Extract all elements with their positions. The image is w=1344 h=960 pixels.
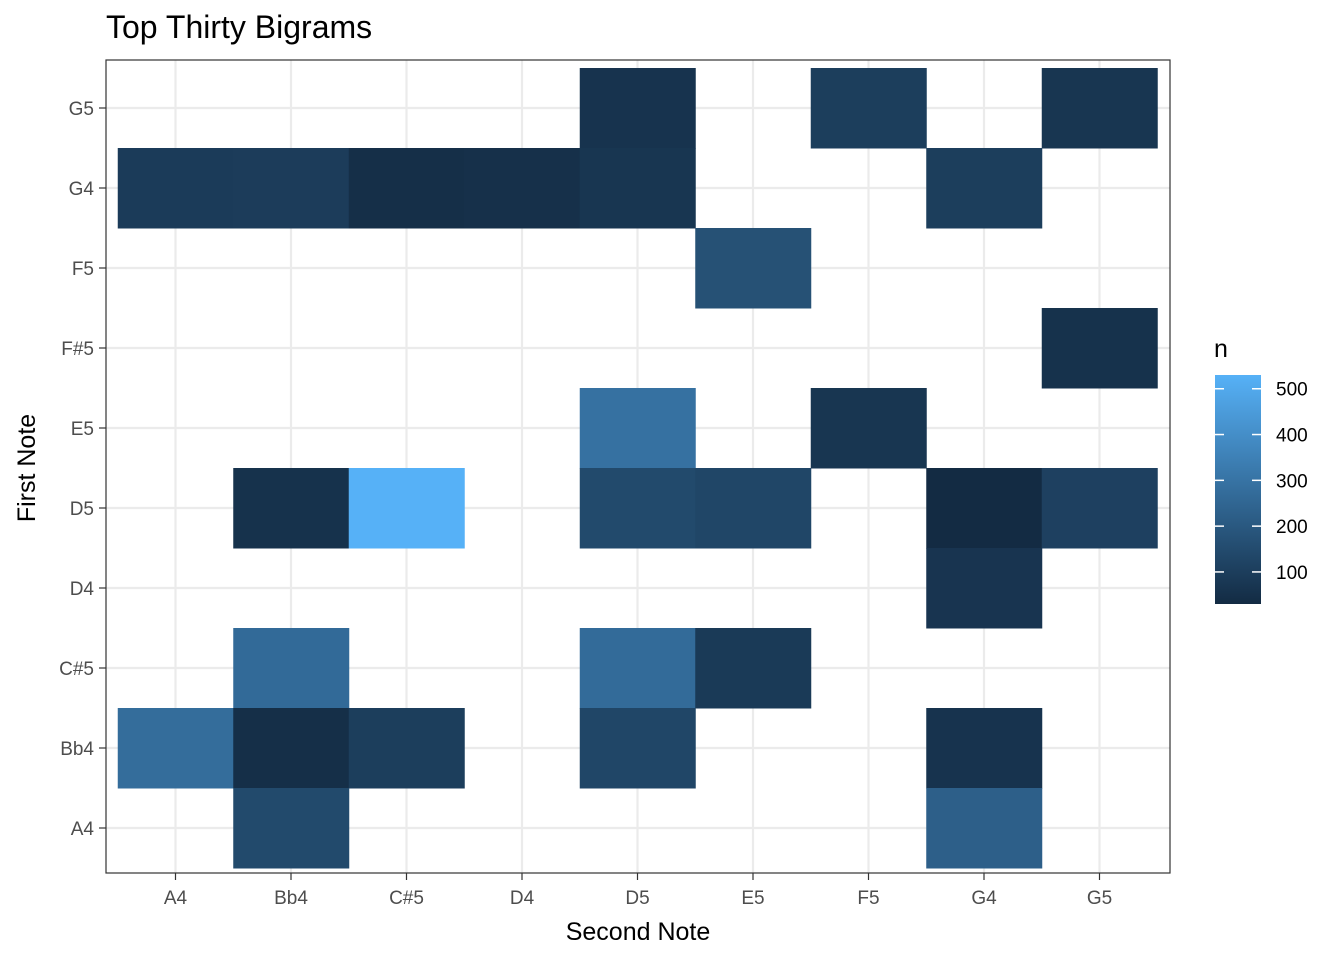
heatmap-cell	[579, 68, 696, 149]
heatmap-cell	[695, 228, 812, 309]
heatmap-cell	[1041, 468, 1158, 549]
y-tick-label: D4	[70, 579, 95, 600]
x-tick-label: G4	[971, 888, 997, 909]
x-tick-label: D4	[510, 888, 535, 909]
legend-ticks: 100 200 300 400 500	[1215, 380, 1308, 584]
heatmap-cell	[926, 468, 1043, 549]
heatmap-cells	[117, 68, 1158, 869]
color-legend: n 100 200 300 400 500	[1214, 335, 1308, 604]
heatmap-cell	[810, 388, 927, 469]
y-tick-label: C#5	[59, 659, 94, 680]
heatmap-cell	[233, 708, 350, 789]
legend-colorbar	[1215, 375, 1261, 604]
heatmap-cell	[233, 148, 350, 229]
heatmap-cell	[233, 628, 350, 709]
heatmap-cell	[579, 468, 696, 549]
heatmap-cell	[579, 708, 696, 789]
x-tick-label: A4	[164, 888, 188, 909]
heatmap-cell	[695, 468, 812, 549]
x-tick-label: C#5	[389, 888, 424, 909]
y-tick-label: G4	[69, 179, 95, 200]
y-tick-label: Bb4	[60, 739, 94, 760]
y-tick-label: A4	[71, 819, 95, 840]
y-tick-label: F5	[72, 259, 94, 280]
x-tick-label: G5	[1087, 888, 1112, 909]
heatmap-cell	[579, 628, 696, 709]
x-tick-label: Bb4	[274, 888, 308, 909]
heatmap-cell	[1041, 68, 1158, 149]
heatmap-cell	[1041, 308, 1158, 389]
heatmap-cell	[810, 68, 927, 149]
y-tick-label: E5	[71, 419, 94, 440]
heatmap-cell	[579, 388, 696, 469]
heatmap-cell	[348, 468, 465, 549]
legend-tick-label: 200	[1276, 517, 1308, 538]
heatmap-cell	[233, 788, 350, 869]
legend-tick-label: 300	[1276, 471, 1308, 492]
legend-title: n	[1214, 335, 1228, 363]
y-tick-label: D5	[70, 499, 94, 520]
x-tick-label: D5	[625, 888, 649, 909]
y-tick-label: F#5	[61, 339, 94, 360]
y-axis-title: First Note	[13, 414, 41, 522]
heatmap-cell	[926, 788, 1043, 869]
legend-tick-label: 100	[1276, 563, 1308, 584]
heatmap-cell	[117, 708, 234, 789]
heatmap-cell	[233, 468, 350, 549]
heatmap-cell	[348, 148, 465, 229]
heatmap-cell	[579, 148, 696, 229]
y-tick-label: G5	[69, 99, 94, 120]
heatmap-cell	[464, 148, 581, 229]
heatmap-cell	[348, 708, 465, 789]
chart-title: Top Thirty Bigrams	[106, 9, 372, 45]
heatmap-cell	[695, 628, 812, 709]
heatmap-cell	[926, 708, 1043, 789]
heatmap-cell	[926, 548, 1043, 629]
y-axis: A4 Bb4 C#5 D4 D5 E5 F#5 F5 G4 G5	[59, 99, 106, 840]
x-axis: A4 Bb4 C#5 D4 D5 E5 F5 G4 G5	[164, 873, 1112, 909]
x-tick-label: E5	[741, 888, 764, 909]
legend-tick-label: 500	[1276, 380, 1308, 401]
x-axis-title: Second Note	[566, 918, 711, 946]
heatmap-cell	[926, 148, 1043, 229]
legend-tick-label: 400	[1276, 426, 1308, 447]
x-tick-label: F5	[857, 888, 879, 909]
heatmap-cell	[117, 148, 234, 229]
